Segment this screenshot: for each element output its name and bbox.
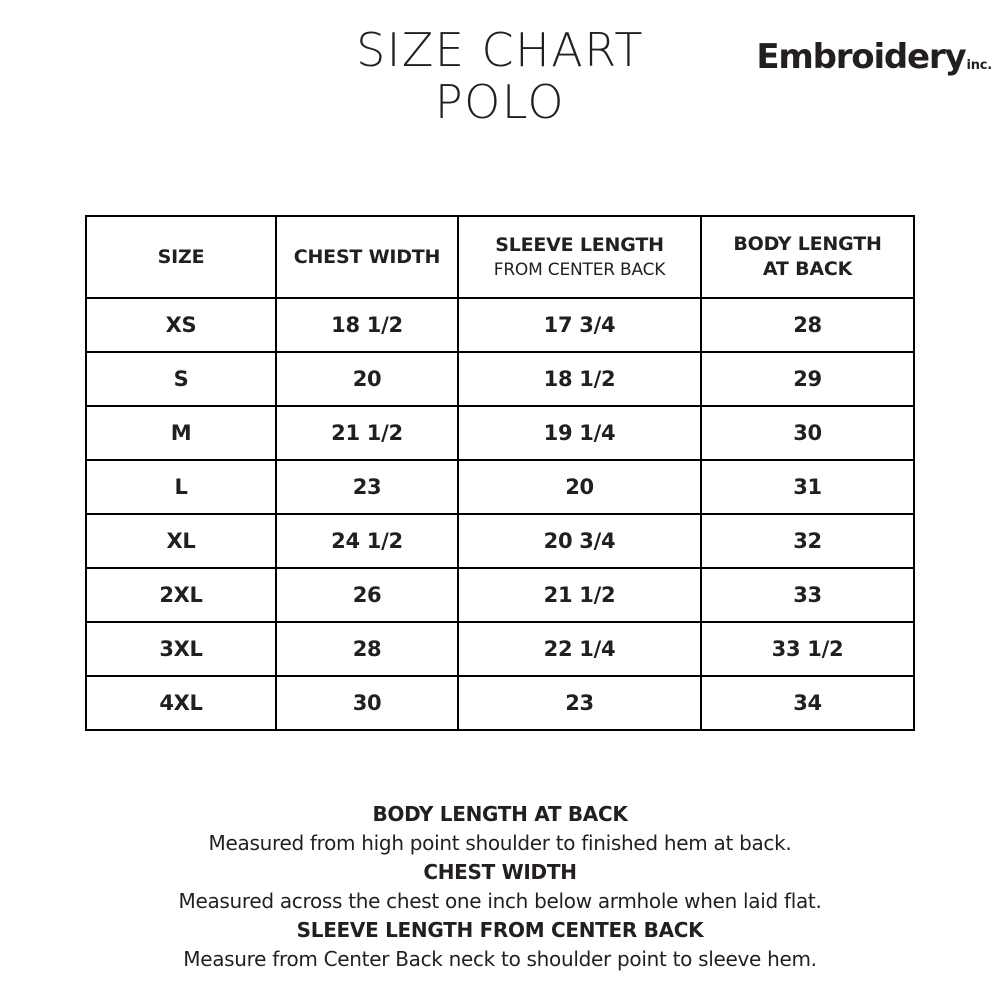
column-header-sleeve-length-sublabel: FROM CENTER BACK bbox=[493, 259, 666, 280]
brand-logo-wordmark: Embroidery bbox=[756, 37, 966, 77]
table-row: 4XL 30 23 34 bbox=[85, 675, 915, 731]
cell-chest: 24 1/2 bbox=[275, 513, 459, 569]
note-text-body-length: Measured from high point shoulder to fin… bbox=[208, 831, 792, 855]
cell-chest: 30 bbox=[275, 675, 459, 731]
table-header-row: SIZE CHEST WIDTH SLEEVE LENGTH FROM CENT… bbox=[85, 215, 915, 299]
cell-size: S bbox=[85, 351, 277, 407]
table-row: XL 24 1/2 20 3/4 32 bbox=[85, 513, 915, 569]
table-row: 3XL 28 22 1/4 33 1/2 bbox=[85, 621, 915, 677]
cell-size: 4XL bbox=[85, 675, 277, 731]
cell-sleeve: 20 3/4 bbox=[457, 513, 702, 569]
size-chart-table: SIZE CHEST WIDTH SLEEVE LENGTH FROM CENT… bbox=[85, 215, 915, 731]
cell-size: XL bbox=[85, 513, 277, 569]
column-header-body-length-label-line1: BODY LENGTH bbox=[733, 233, 882, 255]
brand-logo-suffix: inc. bbox=[966, 58, 992, 73]
cell-chest: 21 1/2 bbox=[275, 405, 459, 461]
column-header-size-label: SIZE bbox=[157, 245, 205, 268]
table-row: XS 18 1/2 17 3/4 28 bbox=[85, 297, 915, 353]
table-row: M 21 1/2 19 1/4 30 bbox=[85, 405, 915, 461]
cell-chest: 23 bbox=[275, 459, 459, 515]
title-line-secondary: POLO bbox=[434, 75, 566, 129]
column-header-body-length: BODY LENGTH AT BACK bbox=[700, 215, 915, 299]
cell-chest: 28 bbox=[275, 621, 459, 677]
cell-body: 31 bbox=[700, 459, 915, 515]
note-label-body-length: BODY LENGTH AT BACK bbox=[372, 802, 628, 826]
column-header-body-length-label-line2: AT BACK bbox=[762, 258, 853, 280]
cell-sleeve: 19 1/4 bbox=[457, 405, 702, 461]
column-header-sleeve-length: SLEEVE LENGTH FROM CENTER BACK bbox=[457, 215, 702, 299]
cell-body: 30 bbox=[700, 405, 915, 461]
cell-body: 28 bbox=[700, 297, 915, 353]
cell-sleeve: 22 1/4 bbox=[457, 621, 702, 677]
cell-size: XS bbox=[85, 297, 277, 353]
note-text-sleeve-length: Measure from Center Back neck to shoulde… bbox=[183, 947, 817, 971]
cell-size: 2XL bbox=[85, 567, 277, 623]
table-row: 2XL 26 21 1/2 33 bbox=[85, 567, 915, 623]
cell-body: 29 bbox=[700, 351, 915, 407]
column-header-chest-width: CHEST WIDTH bbox=[275, 215, 459, 299]
table-row: S 20 18 1/2 29 bbox=[85, 351, 915, 407]
page-header: SIZE CHART POLO Embroidery inc. bbox=[0, 0, 1000, 200]
cell-chest: 20 bbox=[275, 351, 459, 407]
cell-chest: 26 bbox=[275, 567, 459, 623]
cell-size: L bbox=[85, 459, 277, 515]
note-text-chest-width: Measured across the chest one inch below… bbox=[178, 889, 822, 913]
column-header-chest-width-label: CHEST WIDTH bbox=[293, 245, 441, 268]
cell-body: 33 1/2 bbox=[700, 621, 915, 677]
note-label-chest-width: CHEST WIDTH bbox=[423, 860, 577, 884]
cell-body: 32 bbox=[700, 513, 915, 569]
column-header-sleeve-length-label: SLEEVE LENGTH bbox=[495, 233, 664, 256]
column-header-size: SIZE bbox=[85, 215, 277, 299]
measurement-notes: BODY LENGTH AT BACK Measured from high p… bbox=[0, 800, 1000, 974]
note-label-sleeve-length: SLEEVE LENGTH FROM CENTER BACK bbox=[296, 918, 704, 942]
cell-size: M bbox=[85, 405, 277, 461]
cell-sleeve: 21 1/2 bbox=[457, 567, 702, 623]
cell-body: 34 bbox=[700, 675, 915, 731]
table-row: L 23 20 31 bbox=[85, 459, 915, 515]
cell-body: 33 bbox=[700, 567, 915, 623]
cell-sleeve: 20 bbox=[457, 459, 702, 515]
cell-size: 3XL bbox=[85, 621, 277, 677]
cell-sleeve: 18 1/2 bbox=[457, 351, 702, 407]
brand-logo: Embroidery inc. bbox=[756, 26, 992, 74]
cell-sleeve: 17 3/4 bbox=[457, 297, 702, 353]
cell-sleeve: 23 bbox=[457, 675, 702, 731]
cell-chest: 18 1/2 bbox=[275, 297, 459, 353]
